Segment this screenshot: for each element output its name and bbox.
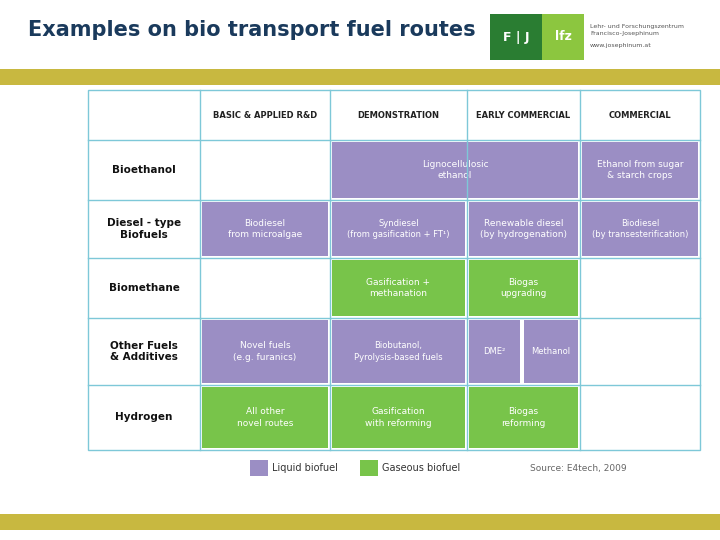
Text: Diesel - type
Biofuels: Diesel - type Biofuels: [107, 218, 181, 240]
Bar: [582, 142, 698, 198]
Bar: [332, 320, 465, 383]
Text: Biogas
upgrading: Biogas upgrading: [500, 278, 546, 298]
Bar: [360, 460, 378, 476]
Text: Biodiesel
(by transesterification): Biodiesel (by transesterification): [592, 219, 688, 239]
Text: Novel fuels
(e.g. furanics): Novel fuels (e.g. furanics): [233, 341, 297, 362]
Text: Syndiesel
(from gasification + FT¹): Syndiesel (from gasification + FT¹): [347, 219, 450, 239]
Bar: [490, 14, 542, 60]
Text: Renewable diesel
(by hydrogenation): Renewable diesel (by hydrogenation): [480, 219, 567, 239]
Text: Source: E4tech, 2009: Source: E4tech, 2009: [530, 463, 626, 472]
Bar: [332, 142, 578, 198]
Text: Lignocellulosic
ethanol: Lignocellulosic ethanol: [422, 160, 488, 180]
Text: COMMERCIAL: COMMERCIAL: [608, 111, 671, 119]
Text: Hydrogen: Hydrogen: [115, 413, 173, 422]
Bar: [469, 387, 578, 448]
Bar: [332, 202, 465, 256]
Text: F | J: F | J: [503, 30, 529, 44]
Bar: [0, 514, 720, 530]
Text: lfz: lfz: [554, 30, 572, 44]
Text: Methanol: Methanol: [531, 347, 570, 356]
Text: Liquid biofuel: Liquid biofuel: [272, 463, 338, 473]
Bar: [469, 320, 520, 383]
Bar: [202, 387, 328, 448]
Bar: [332, 387, 465, 448]
Bar: [332, 260, 465, 316]
Bar: [202, 320, 328, 383]
Text: Other Fuels
& Additives: Other Fuels & Additives: [110, 341, 178, 362]
Text: Gasification
with reforming: Gasification with reforming: [365, 408, 432, 428]
Bar: [250, 460, 268, 476]
Text: Examples on bio transport fuel routes: Examples on bio transport fuel routes: [28, 20, 476, 40]
Bar: [88, 90, 700, 450]
Text: DME²: DME²: [483, 347, 505, 356]
Text: Gaseous biofuel: Gaseous biofuel: [382, 463, 460, 473]
Bar: [542, 14, 584, 60]
Bar: [0, 69, 720, 85]
Bar: [202, 202, 328, 256]
Text: Bioethanol: Bioethanol: [112, 165, 176, 175]
Text: DEMONSTRATION: DEMONSTRATION: [358, 111, 439, 119]
Text: Biobutanol,
Pyrolysis-based fuels: Biobutanol, Pyrolysis-based fuels: [354, 341, 443, 362]
Bar: [469, 260, 578, 316]
Text: www.josephinum.at: www.josephinum.at: [590, 43, 652, 48]
Text: EARLY COMMERCIAL: EARLY COMMERCIAL: [477, 111, 570, 119]
Text: Biodiesel
from microalgae: Biodiesel from microalgae: [228, 219, 302, 239]
Text: BASIC & APPLIED R&D: BASIC & APPLIED R&D: [213, 111, 317, 119]
Text: Biogas
reforming: Biogas reforming: [501, 408, 546, 428]
Bar: [469, 202, 578, 256]
Text: Gasification +
methanation: Gasification + methanation: [366, 278, 431, 298]
Bar: [582, 202, 698, 256]
Text: Biomethane: Biomethane: [109, 283, 179, 293]
Text: All other
novel routes: All other novel routes: [237, 408, 293, 428]
Text: Ethanol from sugar
& starch crops: Ethanol from sugar & starch crops: [597, 160, 683, 180]
Bar: [524, 320, 578, 383]
Text: Lehr- und Forschungszentrum
Francisco-Josephinum: Lehr- und Forschungszentrum Francisco-Jo…: [590, 24, 684, 36]
